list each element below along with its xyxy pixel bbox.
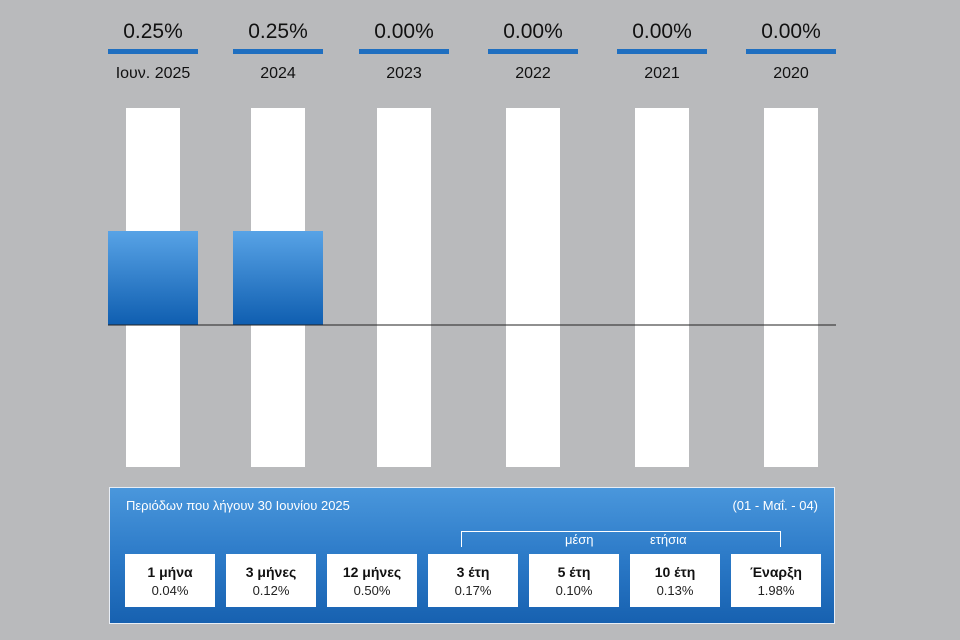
performance-summary-panel: Περιόδων που λήγουν 30 Ιουνίου 2025 (01 … bbox=[109, 487, 835, 624]
bar bbox=[108, 231, 198, 325]
bracket-label-annual: ετήσια bbox=[650, 532, 687, 547]
period-box-3-years: 3 έτη 0.17% bbox=[428, 554, 518, 607]
period-box-1-month: 1 μήνα 0.04% bbox=[125, 554, 215, 607]
category-label: 2021 bbox=[644, 65, 680, 82]
bar-track bbox=[377, 108, 431, 467]
label-accent-line bbox=[233, 49, 323, 54]
panel-title: Περιόδων που λήγουν 30 Ιουνίου 2025 bbox=[126, 498, 350, 513]
period-label: 1 μήνα bbox=[147, 564, 193, 580]
label-accent-line bbox=[746, 49, 836, 54]
period-value: 0.10% bbox=[555, 583, 593, 598]
data-label: 0.25% bbox=[248, 20, 308, 43]
label-accent-line bbox=[617, 49, 707, 54]
period-boxes: 1 μήνα 0.04% 3 μήνες 0.12% 12 μήνες 0.50… bbox=[125, 554, 825, 607]
bar-track bbox=[506, 108, 560, 467]
data-label: 0.25% bbox=[123, 20, 183, 43]
bar bbox=[233, 231, 323, 325]
period-label: 5 έτη bbox=[557, 564, 591, 580]
average-annual-bracket bbox=[461, 531, 781, 547]
period-value: 0.17% bbox=[454, 583, 492, 598]
label-accent-line bbox=[488, 49, 578, 54]
bar-track bbox=[635, 108, 689, 467]
period-value: 0.13% bbox=[656, 583, 694, 598]
annual-returns-chart: 0.25% Ιουν. 2025 0.25% 2024 0.00% 2023 0.00% 20… bbox=[108, 20, 836, 467]
period-value: 0.04% bbox=[151, 583, 189, 598]
period-box-5-years: 5 έτη 0.10% bbox=[529, 554, 619, 607]
period-box-inception: Έναρξη 1.98% bbox=[731, 554, 821, 607]
period-label: 3 έτη bbox=[456, 564, 490, 580]
data-label: 0.00% bbox=[374, 20, 434, 43]
period-box-3-months: 3 μήνες 0.12% bbox=[226, 554, 316, 607]
data-label: 0.00% bbox=[761, 20, 821, 43]
label-accent-line bbox=[108, 49, 198, 54]
bracket-label-average: μέση bbox=[565, 532, 594, 547]
period-value: 1.98% bbox=[757, 583, 795, 598]
bar-track bbox=[764, 108, 818, 467]
label-accent-line bbox=[359, 49, 449, 54]
period-label: 10 έτη bbox=[654, 564, 696, 580]
category-label: 2022 bbox=[515, 65, 551, 82]
period-label: Έναρξη bbox=[750, 564, 802, 580]
category-label: Ιουν. 2025 bbox=[116, 65, 191, 82]
period-box-10-years: 10 έτη 0.13% bbox=[630, 554, 720, 607]
period-box-12-months: 12 μήνες 0.50% bbox=[327, 554, 417, 607]
data-label: 0.00% bbox=[632, 20, 692, 43]
panel-date-range: (01 - Μαΐ. - 04) bbox=[732, 498, 818, 513]
data-label: 0.00% bbox=[503, 20, 563, 43]
category-label: 2024 bbox=[260, 65, 296, 82]
category-label: 2020 bbox=[773, 65, 809, 82]
period-value: 0.12% bbox=[252, 583, 290, 598]
period-label: 12 μήνες bbox=[342, 564, 402, 580]
period-value: 0.50% bbox=[353, 583, 391, 598]
category-label: 2023 bbox=[386, 65, 422, 82]
period-label: 3 μήνες bbox=[245, 564, 297, 580]
